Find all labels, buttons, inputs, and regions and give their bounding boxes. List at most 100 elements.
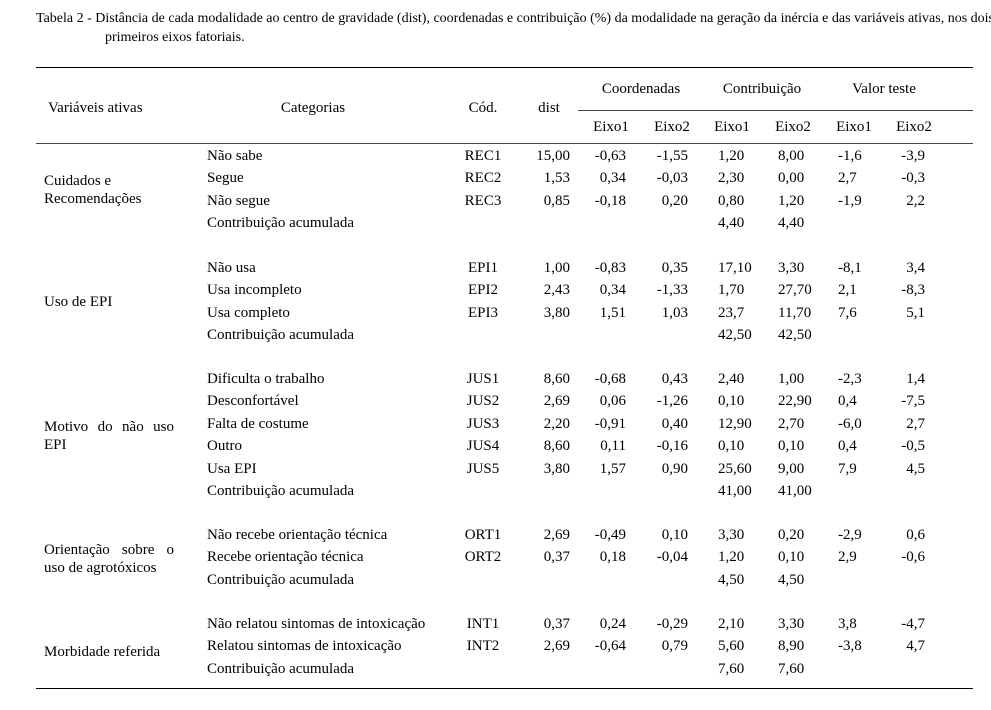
table-caption: Tabela 2 - Distância de cada modalidade … — [36, 11, 991, 45]
cell-categoria: Não sabe — [207, 148, 263, 164]
header-contribuicao: Contribuição — [722, 81, 802, 97]
cell-coord-eixo1: -0,64 — [594, 638, 626, 655]
cell-coord-eixo2: 0,43 — [661, 371, 688, 387]
cell-teste-eixo2: -3,9 — [901, 148, 925, 164]
header-categorias: Categorias — [280, 100, 346, 116]
cell-categoria: Dificulta o trabalho — [207, 371, 325, 387]
cell-teste-eixo2: -0,5 — [901, 438, 925, 455]
cell-coord-eixo2: 0,10 — [661, 527, 688, 543]
cell-coord-eixo2: -0,16 — [656, 438, 688, 455]
group-label: Cuidados e Recomendações — [44, 173, 142, 207]
cell-contrib-eixo1: 42,50 — [718, 327, 752, 344]
cell-contrib-eixo2: 7,60 — [778, 660, 805, 677]
cell-cod: REC3 — [464, 192, 502, 209]
cell-categoria: Falta de costume — [207, 415, 309, 432]
cell-contrib-eixo1: 2,10 — [718, 616, 745, 632]
header-dist: dist — [538, 100, 560, 116]
cell-coord-eixo2: 0,90 — [661, 460, 688, 477]
cell-cod: JUS3 — [466, 415, 500, 432]
cell-categoria: Contribuição acumulada — [207, 327, 355, 344]
cell-coord-eixo1: 1,57 — [599, 460, 626, 477]
cell-teste-eixo2: -0,3 — [901, 170, 925, 187]
cell-teste-eixo1: 7,6 — [838, 304, 857, 321]
header-contrib-eixo2: Eixo2 — [775, 119, 811, 135]
cell-cod: ORT1 — [464, 527, 502, 543]
cell-cod: EPI3 — [468, 304, 498, 321]
header-cod: Cód. — [468, 100, 498, 116]
header-variaveis: Variáveis ativas — [48, 100, 143, 116]
header-bottom-rule — [36, 143, 973, 144]
cell-cod: INT1 — [466, 616, 500, 632]
cell-dist: 0,37 — [543, 549, 570, 566]
cell-contrib-eixo2: 1,00 — [778, 371, 805, 387]
cell-contrib-eixo2: 22,90 — [778, 393, 812, 410]
cell-coord-eixo1: 0,06 — [599, 393, 626, 410]
cell-cod: EPI1 — [468, 260, 498, 276]
cell-categoria: Relatou sintomas de intoxicação — [207, 638, 402, 655]
cell-coord-eixo1: 0,34 — [599, 170, 626, 187]
group-label: Orientação sobre o uso de agrotóxicos — [44, 542, 174, 576]
cell-cod: EPI2 — [468, 282, 498, 299]
cell-categoria: Não usa — [207, 260, 256, 276]
cell-contrib-eixo2: 0,10 — [778, 549, 805, 566]
cell-coord-eixo1: -0,49 — [594, 527, 626, 543]
cell-teste-eixo1: -3,8 — [838, 638, 862, 655]
cell-teste-eixo1: -1,6 — [838, 148, 862, 164]
cell-contrib-eixo1: 25,60 — [718, 460, 752, 477]
cell-dist: 8,60 — [543, 371, 570, 387]
cell-teste-eixo2: -4,7 — [901, 616, 925, 632]
bottom-rule — [36, 688, 973, 689]
header-contrib-eixo1: Eixo1 — [714, 119, 750, 135]
cell-dist: 1,00 — [543, 260, 570, 276]
cell-coord-eixo2: -1,55 — [656, 148, 688, 164]
cell-categoria: Contribuição acumulada — [207, 660, 355, 677]
cell-cod: REC1 — [464, 148, 502, 164]
cell-contrib-eixo1: 3,30 — [718, 527, 745, 543]
cell-coord-eixo2: -1,33 — [656, 282, 688, 299]
cell-contrib-eixo1: 2,30 — [718, 170, 745, 187]
cell-contrib-eixo1: 0,80 — [718, 192, 745, 209]
cell-cod: JUS5 — [466, 460, 500, 477]
cell-teste-eixo1: -6,0 — [838, 415, 862, 432]
cell-dist: 3,80 — [543, 304, 570, 321]
cell-teste-eixo2: 2,2 — [906, 192, 925, 209]
cell-categoria: Contribuição acumulada — [207, 483, 355, 499]
cell-categoria: Usa incompleto — [207, 282, 302, 299]
cell-coord-eixo2: -0,04 — [656, 549, 688, 566]
cell-contrib-eixo1: 0,10 — [718, 438, 745, 455]
cell-teste-eixo1: 3,8 — [838, 616, 857, 632]
cell-contrib-eixo2: 4,50 — [778, 571, 805, 588]
cell-dist: 2,69 — [543, 638, 570, 655]
cell-dist: 3,80 — [543, 460, 570, 477]
cell-coord-eixo1: 1,51 — [599, 304, 626, 321]
group-label: Uso de EPI — [44, 294, 113, 310]
cell-categoria: Recebe orientação técnica — [207, 549, 364, 566]
header-teste-eixo2: Eixo2 — [896, 119, 932, 135]
cell-coord-eixo2: -0,29 — [656, 616, 688, 632]
cell-cod: INT2 — [466, 638, 500, 655]
cell-contrib-eixo2: 42,50 — [778, 327, 812, 344]
cell-contrib-eixo2: 0,00 — [778, 170, 805, 187]
cell-contrib-eixo1: 4,50 — [718, 571, 745, 588]
cell-contrib-eixo2: 3,30 — [778, 616, 805, 632]
cell-contrib-eixo2: 1,20 — [778, 192, 805, 209]
header-coord-eixo1: Eixo1 — [593, 119, 629, 135]
cell-categoria: Segue — [207, 170, 244, 187]
header-coord-eixo2: Eixo2 — [654, 119, 690, 135]
cell-coord-eixo2: 0,35 — [661, 260, 688, 276]
group-label: Morbidade referida — [44, 644, 161, 660]
cell-teste-eixo1: -2,3 — [838, 371, 862, 387]
cell-cod: JUS2 — [466, 393, 500, 410]
cell-teste-eixo1: -8,1 — [838, 260, 862, 276]
cell-teste-eixo2: -7,5 — [901, 393, 925, 410]
cell-teste-eixo2: -0,6 — [901, 549, 925, 566]
cell-teste-eixo1: -2,9 — [838, 527, 862, 543]
cell-coord-eixo2: 0,20 — [661, 192, 688, 209]
cell-teste-eixo2: 2,7 — [906, 415, 925, 432]
cell-teste-eixo2: 1,4 — [906, 371, 925, 387]
cell-coord-eixo1: -0,83 — [594, 260, 626, 276]
cell-coord-eixo1: -0,68 — [594, 371, 626, 387]
header-valor-teste: Valor teste — [852, 81, 916, 97]
cell-contrib-eixo1: 0,10 — [718, 393, 745, 410]
cell-teste-eixo2: 5,1 — [906, 304, 925, 321]
